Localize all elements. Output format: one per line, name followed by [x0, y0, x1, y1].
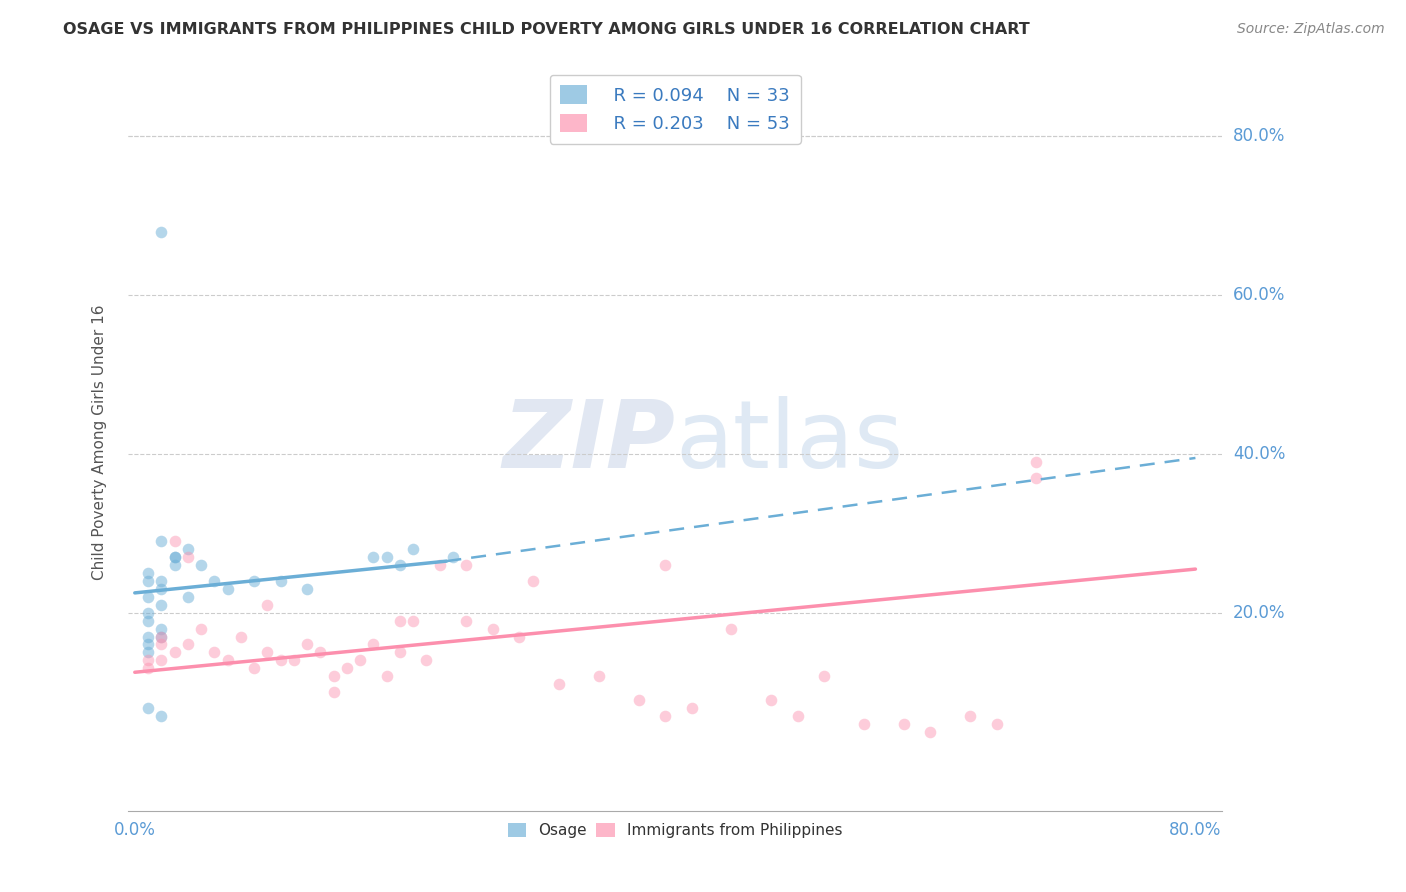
Point — [136, 645, 159, 659]
Point — [415, 653, 437, 667]
Point — [217, 653, 239, 667]
Point — [136, 701, 159, 715]
Point — [136, 566, 159, 580]
Point — [548, 677, 571, 691]
Point — [136, 661, 159, 675]
Text: ZIP: ZIP — [502, 396, 675, 488]
Point — [177, 542, 200, 557]
Point — [429, 558, 451, 573]
Point — [336, 661, 359, 675]
Point — [481, 622, 503, 636]
Point — [402, 614, 425, 628]
Point — [322, 685, 344, 699]
Point — [349, 653, 371, 667]
Text: 20.0%: 20.0% — [1233, 604, 1285, 622]
Text: atlas: atlas — [675, 396, 903, 488]
Point — [456, 614, 478, 628]
Point — [150, 574, 173, 588]
Text: 40.0%: 40.0% — [1233, 445, 1285, 463]
Y-axis label: Child Poverty Among Girls Under 16: Child Poverty Among Girls Under 16 — [93, 304, 107, 580]
Point — [150, 534, 173, 549]
Point — [136, 574, 159, 588]
Point — [136, 614, 159, 628]
Point — [243, 661, 266, 675]
Point — [441, 550, 464, 565]
Point — [217, 582, 239, 596]
Point — [150, 653, 173, 667]
Point — [388, 614, 411, 628]
Point — [190, 558, 212, 573]
Point — [402, 542, 425, 557]
Point — [893, 717, 915, 731]
Point — [295, 582, 318, 596]
Point — [177, 638, 200, 652]
Point — [136, 606, 159, 620]
Point — [150, 638, 173, 652]
Point — [786, 709, 808, 723]
Point — [150, 630, 173, 644]
Text: OSAGE VS IMMIGRANTS FROM PHILIPPINES CHILD POVERTY AMONG GIRLS UNDER 16 CORRELAT: OSAGE VS IMMIGRANTS FROM PHILIPPINES CHI… — [63, 22, 1031, 37]
Point — [270, 574, 292, 588]
Point — [375, 669, 398, 683]
Point — [150, 225, 173, 239]
Point — [986, 717, 1008, 731]
Point — [150, 582, 173, 596]
Point — [920, 724, 942, 739]
Point — [163, 645, 186, 659]
Point — [363, 550, 385, 565]
Point — [322, 669, 344, 683]
Point — [508, 630, 530, 644]
Point — [1025, 471, 1047, 485]
Point — [229, 630, 252, 644]
Point — [681, 701, 703, 715]
Point — [150, 630, 173, 644]
Point — [150, 709, 173, 723]
Point — [813, 669, 835, 683]
Point — [588, 669, 610, 683]
Text: 80.0%: 80.0% — [1233, 128, 1285, 145]
Point — [388, 645, 411, 659]
Point — [136, 590, 159, 604]
Point — [388, 558, 411, 573]
Point — [177, 590, 200, 604]
Point — [136, 653, 159, 667]
Point — [163, 550, 186, 565]
Point — [654, 558, 676, 573]
Point — [243, 574, 266, 588]
Point — [136, 630, 159, 644]
Point — [295, 638, 318, 652]
Point — [283, 653, 305, 667]
Point — [720, 622, 742, 636]
Point — [150, 622, 173, 636]
Point — [852, 717, 875, 731]
Point — [759, 693, 782, 707]
Point — [270, 653, 292, 667]
Point — [363, 638, 385, 652]
Point — [190, 622, 212, 636]
Point — [202, 574, 225, 588]
Point — [309, 645, 332, 659]
Point — [654, 709, 676, 723]
Point — [163, 534, 186, 549]
Point — [1025, 455, 1047, 469]
Point — [959, 709, 981, 723]
Text: Source: ZipAtlas.com: Source: ZipAtlas.com — [1237, 22, 1385, 37]
Point — [256, 645, 278, 659]
Point — [256, 598, 278, 612]
Text: 60.0%: 60.0% — [1233, 286, 1285, 304]
Point — [150, 598, 173, 612]
Point — [456, 558, 478, 573]
Point — [522, 574, 544, 588]
Point — [177, 550, 200, 565]
Legend: Osage, Immigrants from Philippines: Osage, Immigrants from Philippines — [502, 817, 848, 844]
Point — [136, 638, 159, 652]
Point — [202, 645, 225, 659]
Point — [627, 693, 650, 707]
Point — [163, 550, 186, 565]
Point — [163, 558, 186, 573]
Point — [375, 550, 398, 565]
